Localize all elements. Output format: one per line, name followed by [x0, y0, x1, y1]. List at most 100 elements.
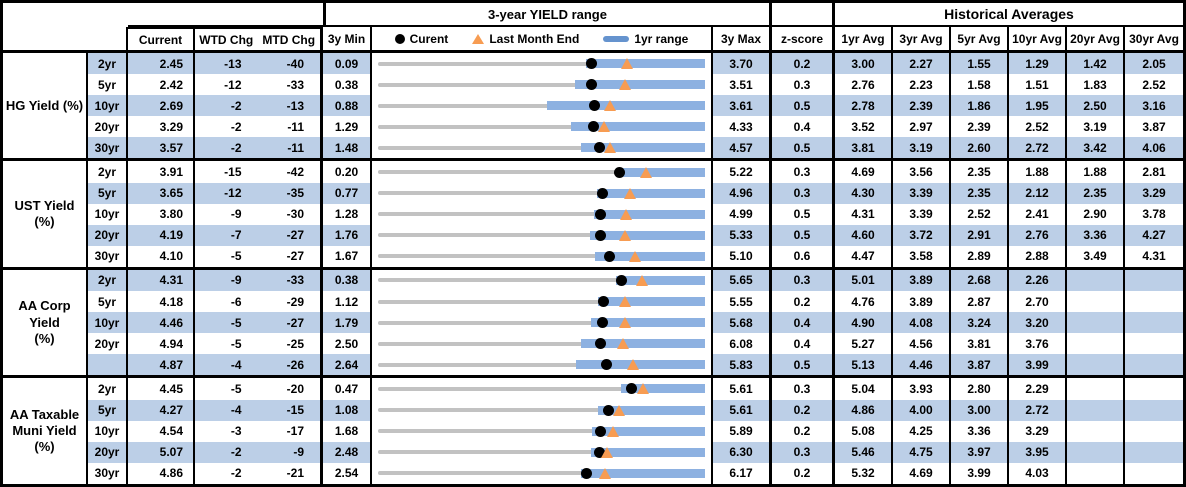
avg-1yr-value: 4.86 [835, 399, 893, 421]
avg-1yr-value: 5.13 [835, 354, 893, 376]
mtd-chg-value: -11 [287, 140, 304, 155]
avg-30yr-value: 2.52 [1142, 77, 1166, 92]
wtd-mtd-cell: -2 -11 [195, 137, 323, 159]
avg-10yr-value: 2.88 [1009, 245, 1067, 267]
avg-10yr-value: 4.03 [1009, 462, 1067, 484]
avg-20yr-value [1067, 420, 1125, 442]
avg-30yr-value [1125, 421, 1183, 442]
mtd-chg-value: -15 [286, 403, 304, 418]
avg-3yr-value: 3.39 [893, 182, 951, 204]
column-header-1yr-avg: 1yr Avg [835, 27, 893, 50]
current-value: 4.31 [128, 269, 195, 292]
3y-max-value: 5.55 [713, 291, 772, 313]
3y-max-value: 3.70 [713, 53, 772, 75]
avg-20yr-value [1067, 291, 1125, 313]
wtd-chg-value: -2 [230, 466, 242, 481]
wtd-chg-value: -2 [230, 98, 242, 113]
avg-5yr-value: 1.55 [951, 53, 1009, 75]
last-month-end-triangle [637, 383, 650, 395]
avg-30yr-value [1125, 312, 1183, 334]
section-hg: HG Yield (%) 2yr 2.45 -13 -40 0.09 3.70 0.2 3.00… [3, 53, 1183, 162]
current-dot [589, 100, 601, 112]
historical-averages-title: Historical Averages [835, 3, 1183, 27]
avg-10yr-value: 2.76 [1009, 224, 1067, 246]
avg-1yr-value: 4.60 [835, 224, 893, 246]
top-empty-over-changes [128, 3, 323, 27]
wtd-mtd-cell: -2 -9 [195, 441, 323, 463]
3y-range-track [378, 61, 705, 66]
last-month-end-triangle [618, 229, 631, 241]
wtd-chg-value: -9 [230, 273, 242, 288]
avg-1yr-value: 5.04 [835, 378, 893, 400]
avg-20yr-value [1067, 441, 1125, 463]
avg-10yr-value: 2.70 [1009, 291, 1067, 313]
wtd-mtd-cell: -3 -17 [195, 420, 323, 442]
3y-range-track [378, 170, 705, 175]
avg-30yr-value: 3.16 [1125, 95, 1183, 117]
z-score-value: 0.2 [772, 53, 835, 75]
avg-20yr-value: 3.36 [1067, 224, 1125, 246]
last-month-end-triangle [640, 166, 653, 178]
range-chart-cell [372, 245, 713, 267]
range-chart-cell [372, 224, 713, 246]
3y-min-value: 1.67 [323, 245, 372, 267]
avg-30yr-value [1125, 333, 1183, 354]
current-value: 4.45 [128, 378, 195, 400]
last-month-end-triangle [612, 404, 625, 416]
z-score-value: 0.3 [772, 378, 835, 400]
current-dot [594, 208, 606, 220]
column-header-30yr-avg: 30yr Avg [1129, 31, 1179, 46]
top-empty-over-zscore [772, 3, 835, 27]
wtd-mtd-cell: -4 -15 [195, 399, 323, 421]
z-score-value: 0.5 [772, 137, 835, 159]
3y-max-value: 5.65 [713, 269, 772, 292]
mtd-chg-value: -20 [286, 381, 304, 396]
avg-3yr-value: 3.56 [893, 161, 951, 183]
avg-3yr-value: 3.19 [893, 137, 951, 159]
3y-range-track [378, 124, 705, 129]
current-value: 4.87 [128, 354, 195, 376]
3y-range-track [378, 233, 705, 238]
avg-30yr-value [1125, 399, 1183, 421]
current-value: 4.54 [128, 420, 195, 442]
avg-10yr-value: 2.72 [1009, 137, 1067, 159]
wtd-chg-value: -12 [224, 186, 242, 201]
current-dot [597, 187, 609, 199]
3y-min-value: 2.64 [323, 354, 372, 376]
avg-1yr-value: 4.90 [835, 312, 893, 334]
1yr-range-bar [581, 143, 705, 153]
avg-10yr-value: 3.76 [1009, 333, 1067, 355]
1yr-range-bar [575, 80, 705, 90]
avg-20yr-value: 1.83 [1067, 74, 1125, 96]
wtd-mtd-cell: -9 -30 [195, 203, 323, 225]
mtd-chg-value: -29 [286, 294, 304, 309]
tenor-cell [88, 354, 128, 376]
3y-min-value: 2.54 [323, 462, 372, 484]
3y-min-value: 0.20 [323, 161, 372, 183]
1yr-range-bar [580, 468, 705, 478]
current-dot [587, 121, 599, 133]
avg-3yr-value: 2.39 [893, 95, 951, 117]
avg-30yr-value [1125, 269, 1183, 292]
3y-max-value: 6.08 [713, 333, 772, 355]
avg-5yr-value: 2.87 [951, 291, 1009, 313]
column-header-3y-min: 3y Min [323, 27, 372, 50]
1yr-range-bar [598, 405, 705, 415]
avg-10yr-value: 1.88 [1009, 161, 1067, 183]
column-header-mtd-chg: MTD Chg [262, 32, 316, 47]
3y-min-value: 0.77 [323, 182, 372, 204]
avg-1yr-value: 3.52 [835, 116, 893, 138]
range-chart-cell [372, 137, 713, 159]
tenor-cell: 5yr [88, 291, 128, 313]
avg-1yr-value: 5.08 [835, 420, 893, 442]
current-dot [596, 317, 608, 329]
avg-3yr-value: 3.58 [893, 245, 951, 267]
z-score-value: 0.3 [772, 74, 835, 96]
mtd-chg-value: -17 [286, 424, 304, 439]
avg-10yr-value: 1.51 [1009, 74, 1067, 96]
3y-max-value: 5.68 [713, 312, 772, 334]
3y-range-track [378, 429, 705, 434]
tenor-cell: 20yr [88, 116, 128, 138]
mtd-chg-value: -26 [286, 357, 304, 372]
current-dot [586, 58, 598, 70]
